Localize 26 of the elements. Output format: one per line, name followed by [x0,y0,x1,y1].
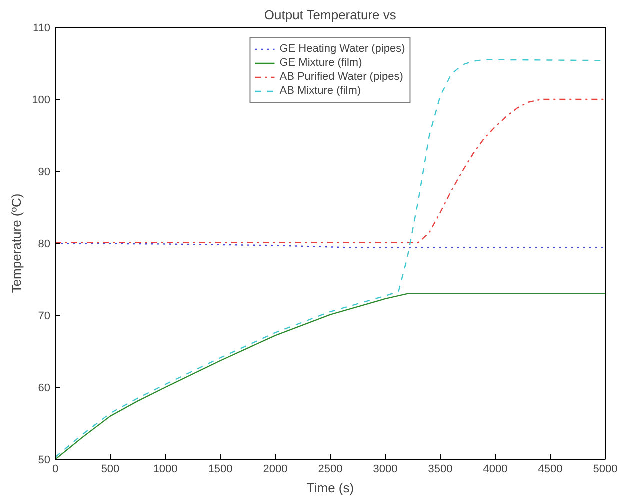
y-tick-label: 70 [38,310,51,322]
y-axis-title: Temperature (ºC) [9,194,24,294]
x-tick-label: 0 [52,464,59,476]
x-tick-label: 500 [101,464,120,476]
x-tick-label: 2000 [263,464,288,476]
legend-label: AB Mixture (film) [280,84,362,98]
y-tick-label: 60 [38,382,51,394]
chart-title: Output Temperature vs [264,8,397,22]
y-tick-label: 100 [32,94,51,106]
legend-label: AB Purified Water (pipes) [280,70,404,84]
x-tick-label: 2500 [318,464,343,476]
x-tick-label: 4500 [538,464,563,476]
x-tick-label: 3000 [373,464,398,476]
legend-label: GE Heating Water (pipes) [280,42,406,56]
y-tick-label: 90 [38,166,51,178]
y-tick-label: 80 [38,238,51,250]
x-axis-title: Time (s) [306,480,354,496]
x-tick-label: 1500 [208,464,233,476]
x-tick-label: 3500 [428,464,453,476]
x-tick-label: 4000 [483,464,508,476]
y-tick-label: 110 [32,22,51,34]
legend-label: GE Mixture (film) [280,56,362,70]
line-series [56,98,606,244]
y-tick-label: 50 [38,454,51,466]
x-tick-label: 1000 [153,464,178,476]
x-tick-label: 5000 [593,464,618,476]
